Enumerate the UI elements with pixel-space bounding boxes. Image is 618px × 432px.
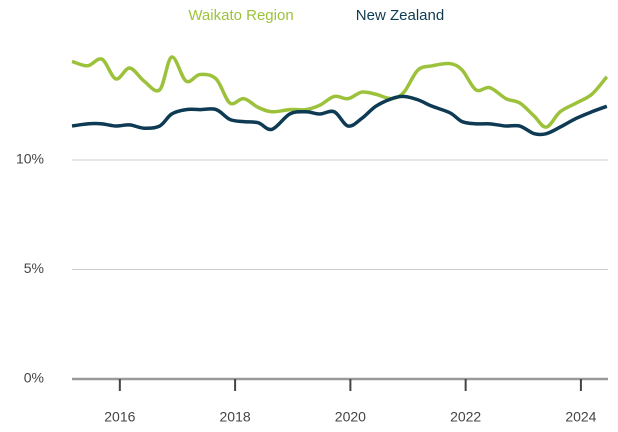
y-tick-label: 5% xyxy=(24,260,44,276)
y-tick-label: 10% xyxy=(16,151,44,167)
line-series xyxy=(71,55,609,129)
legend-label: Waikato Region xyxy=(188,7,293,24)
x-tick-label: 2016 xyxy=(104,409,135,425)
x-tick-label: 2020 xyxy=(335,409,366,425)
line-series xyxy=(71,94,608,137)
x-tick-label: 2024 xyxy=(565,409,596,425)
x-tick-label: 2022 xyxy=(450,409,481,425)
legend-label: New Zealand xyxy=(356,7,444,24)
x-tick-label: 2018 xyxy=(220,409,251,425)
y-tick-label: 0% xyxy=(24,370,44,386)
